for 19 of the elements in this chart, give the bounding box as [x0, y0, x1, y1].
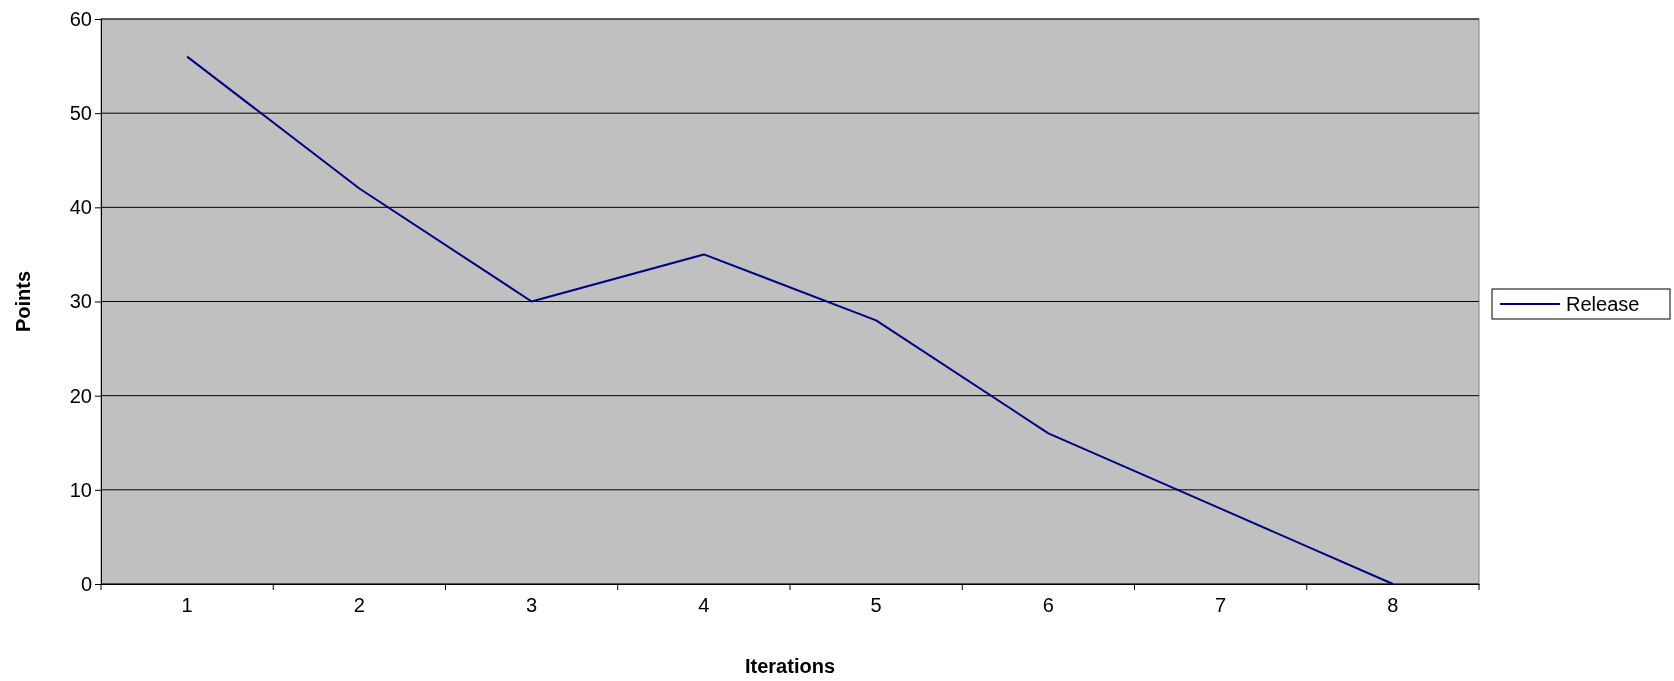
- y-tick-label: 60: [69, 7, 92, 30]
- x-axis-title: Iterations: [744, 655, 836, 677]
- x-tick-label: 2: [353, 594, 365, 617]
- y-tick-label: 40: [69, 196, 92, 219]
- y-tick-label: 10: [69, 478, 92, 501]
- x-tick-label: 3: [526, 594, 538, 617]
- x-tick-label: 6: [1042, 594, 1054, 617]
- x-tick-label: 8: [1387, 594, 1399, 617]
- x-tick-label: 5: [870, 594, 882, 617]
- legend-label: Release: [1566, 293, 1640, 315]
- y-tick-label: 50: [69, 102, 92, 125]
- y-tick-label: 20: [69, 384, 92, 407]
- y-tick-label: 30: [69, 290, 92, 313]
- x-tick-label: 7: [1215, 594, 1227, 617]
- y-axis-title: Points: [12, 270, 34, 333]
- y-tick-label: 0: [80, 572, 92, 595]
- x-tick-label: 1: [181, 594, 193, 617]
- x-tick-label: 4: [698, 594, 710, 617]
- line-series: [186, 55, 1394, 585]
